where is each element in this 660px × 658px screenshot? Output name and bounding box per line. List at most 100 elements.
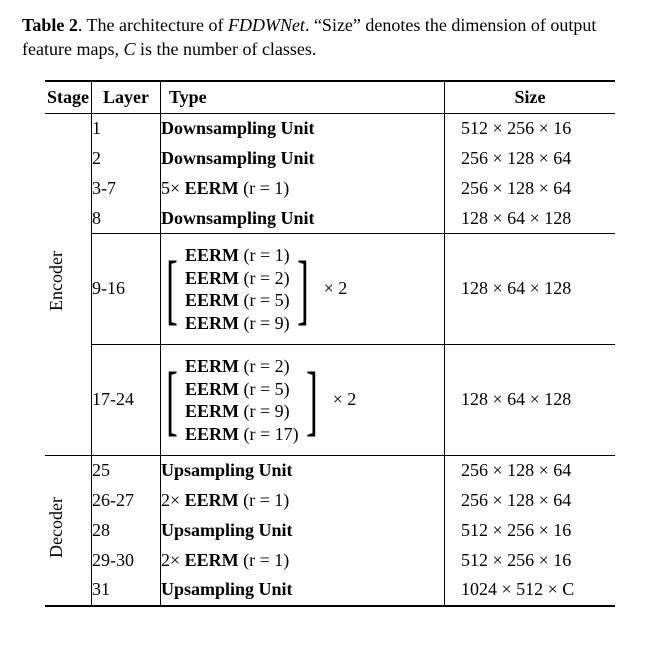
size-cell: 1024 × 512 × C [445,575,616,606]
table-row: 3-7 5× EERM (r = 1) 256 × 128 × 64 [45,174,615,204]
type-prefix: 2× [161,490,185,510]
type-prefix: 5× [161,178,185,198]
type-cell: 2× EERM (r = 1) [161,546,445,576]
type-cell: Upsampling Unit [161,516,445,546]
size-text: 256 × 128 × 64 [445,459,615,483]
type-bold: EERM [185,245,239,265]
type-rest: (r = 1) [239,245,290,265]
type-text: Upsampling Unit [161,579,293,599]
table-caption: Table 2. The architecture of FDDWNet. “S… [22,14,638,62]
type-prefix: 2× [161,550,185,570]
layer-cell: 2 [92,144,161,174]
table-row: 9-16 [ EERM (r = 1) EERM (r = 2) EERM (r… [45,234,615,345]
layer-cell: 29-30 [92,546,161,576]
bracket-multiplier: × 2 [333,388,357,412]
bracket-group: [ EERM (r = 2) EERM (r = 5) EERM (r = 9)… [161,353,444,447]
type-rest: (r = 2) [239,268,290,288]
layer-cell: 28 [92,516,161,546]
type-suffix: (r = 1) [239,490,290,510]
type-rest: (r = 5) [239,290,290,310]
table-row: Decoder 25 Upsampling Unit 256 × 128 × 6… [45,456,615,486]
layer-cell: 8 [92,204,161,234]
table-row: 31 Upsampling Unit 1024 × 512 × C [45,575,615,606]
caption-label: Table 2 [22,15,78,35]
col-header-size: Size [445,82,616,114]
size-cell: 256 × 128 × 64 [445,144,616,174]
type-bold: EERM [185,290,239,310]
stage-label-encoder: Encoder [45,251,69,311]
type-bold: EERM [185,490,239,510]
bracket-body: EERM (r = 1) EERM (r = 2) EERM (r = 5) E… [179,242,296,336]
size-cell: 256 × 128 × 64 [445,456,616,486]
stage-cell-decoder: Decoder [45,456,92,606]
bracket-item: EERM (r = 9) [185,312,290,335]
col-header-stage: Stage [45,82,92,114]
table-row: Encoder 1 Downsampling Unit 512 × 256 × … [45,114,615,144]
type-rest: (r = 5) [239,379,290,399]
size-text: 256 × 128 × 64 [445,147,615,171]
caption-model-name: FDDWNet [228,15,305,35]
size-cell: 512 × 256 × 16 [445,114,616,144]
bracket-item: EERM (r = 5) [185,378,299,401]
size-text: 256 × 128 × 64 [445,177,615,201]
type-text: Upsampling Unit [161,520,293,540]
size-text: 128 × 64 × 128 [445,277,615,301]
size-text: 128 × 64 × 128 [445,207,615,231]
size-text: 1024 × 512 × C [445,578,615,602]
type-bold: EERM [185,379,239,399]
size-text: 256 × 128 × 64 [445,489,615,513]
size-text: 128 × 64 × 128 [445,388,615,412]
type-suffix: (r = 1) [239,178,290,198]
type-bold: EERM [185,178,239,198]
table-header-row: Stage Layer Type Size [45,82,615,114]
bracket-group: [ EERM (r = 1) EERM (r = 2) EERM (r = 5)… [161,242,444,336]
bracket-body: EERM (r = 2) EERM (r = 5) EERM (r = 9) E… [179,353,305,447]
type-rest: (r = 2) [239,356,290,376]
size-cell: 256 × 128 × 64 [445,486,616,516]
table-row: 2 Downsampling Unit 256 × 128 × 64 [45,144,615,174]
stage-label-decoder: Decoder [45,497,69,558]
caption-text-c: is the number of classes. [135,39,316,59]
size-text: 512 × 256 × 16 [445,549,615,573]
size-cell: 256 × 128 × 64 [445,174,616,204]
type-bold: EERM [185,550,239,570]
bracket-item: EERM (r = 17) [185,423,299,446]
type-text: Downsampling Unit [161,118,315,138]
type-cell: [ EERM (r = 1) EERM (r = 2) EERM (r = 5)… [161,234,445,345]
stage-cell-encoder: Encoder [45,114,92,456]
type-bold: EERM [185,356,239,376]
layer-cell: 9-16 [92,234,161,345]
size-cell: 128 × 64 × 128 [445,345,616,456]
type-rest: (r = 9) [239,313,290,333]
table-row: 26-27 2× EERM (r = 1) 256 × 128 × 64 [45,486,615,516]
layer-cell: 17-24 [92,345,161,456]
type-cell: Upsampling Unit [161,456,445,486]
type-cell: 2× EERM (r = 1) [161,486,445,516]
bracket-multiplier: × 2 [324,277,348,301]
size-text: 512 × 256 × 16 [445,117,615,141]
caption-text-a: . The architecture of [78,15,228,35]
caption-var-c: C [123,39,135,59]
type-text: Downsampling Unit [161,208,315,228]
type-cell: 5× EERM (r = 1) [161,174,445,204]
type-bold: EERM [185,401,239,421]
type-suffix: (r = 1) [239,550,290,570]
type-cell: Downsampling Unit [161,144,445,174]
type-bold: EERM [185,268,239,288]
architecture-table: Stage Layer Type Size Encoder 1 Downsamp… [45,80,615,608]
type-cell: Upsampling Unit [161,575,445,606]
size-cell: 512 × 256 × 16 [445,516,616,546]
bracket-item: EERM (r = 1) [185,244,290,267]
table-row: 28 Upsampling Unit 512 × 256 × 16 [45,516,615,546]
bracket-right-icon: ] [306,365,318,435]
table-row: 8 Downsampling Unit 128 × 64 × 128 [45,204,615,234]
bracket-item: EERM (r = 2) [185,355,299,378]
type-text: Downsampling Unit [161,148,315,168]
col-header-layer: Layer [92,82,161,114]
type-text: Upsampling Unit [161,460,293,480]
layer-cell: 26-27 [92,486,161,516]
bracket-left-icon: [ [166,254,178,324]
table-row: 17-24 [ EERM (r = 2) EERM (r = 5) EERM (… [45,345,615,456]
layer-cell: 31 [92,575,161,606]
type-bold: EERM [185,424,239,444]
